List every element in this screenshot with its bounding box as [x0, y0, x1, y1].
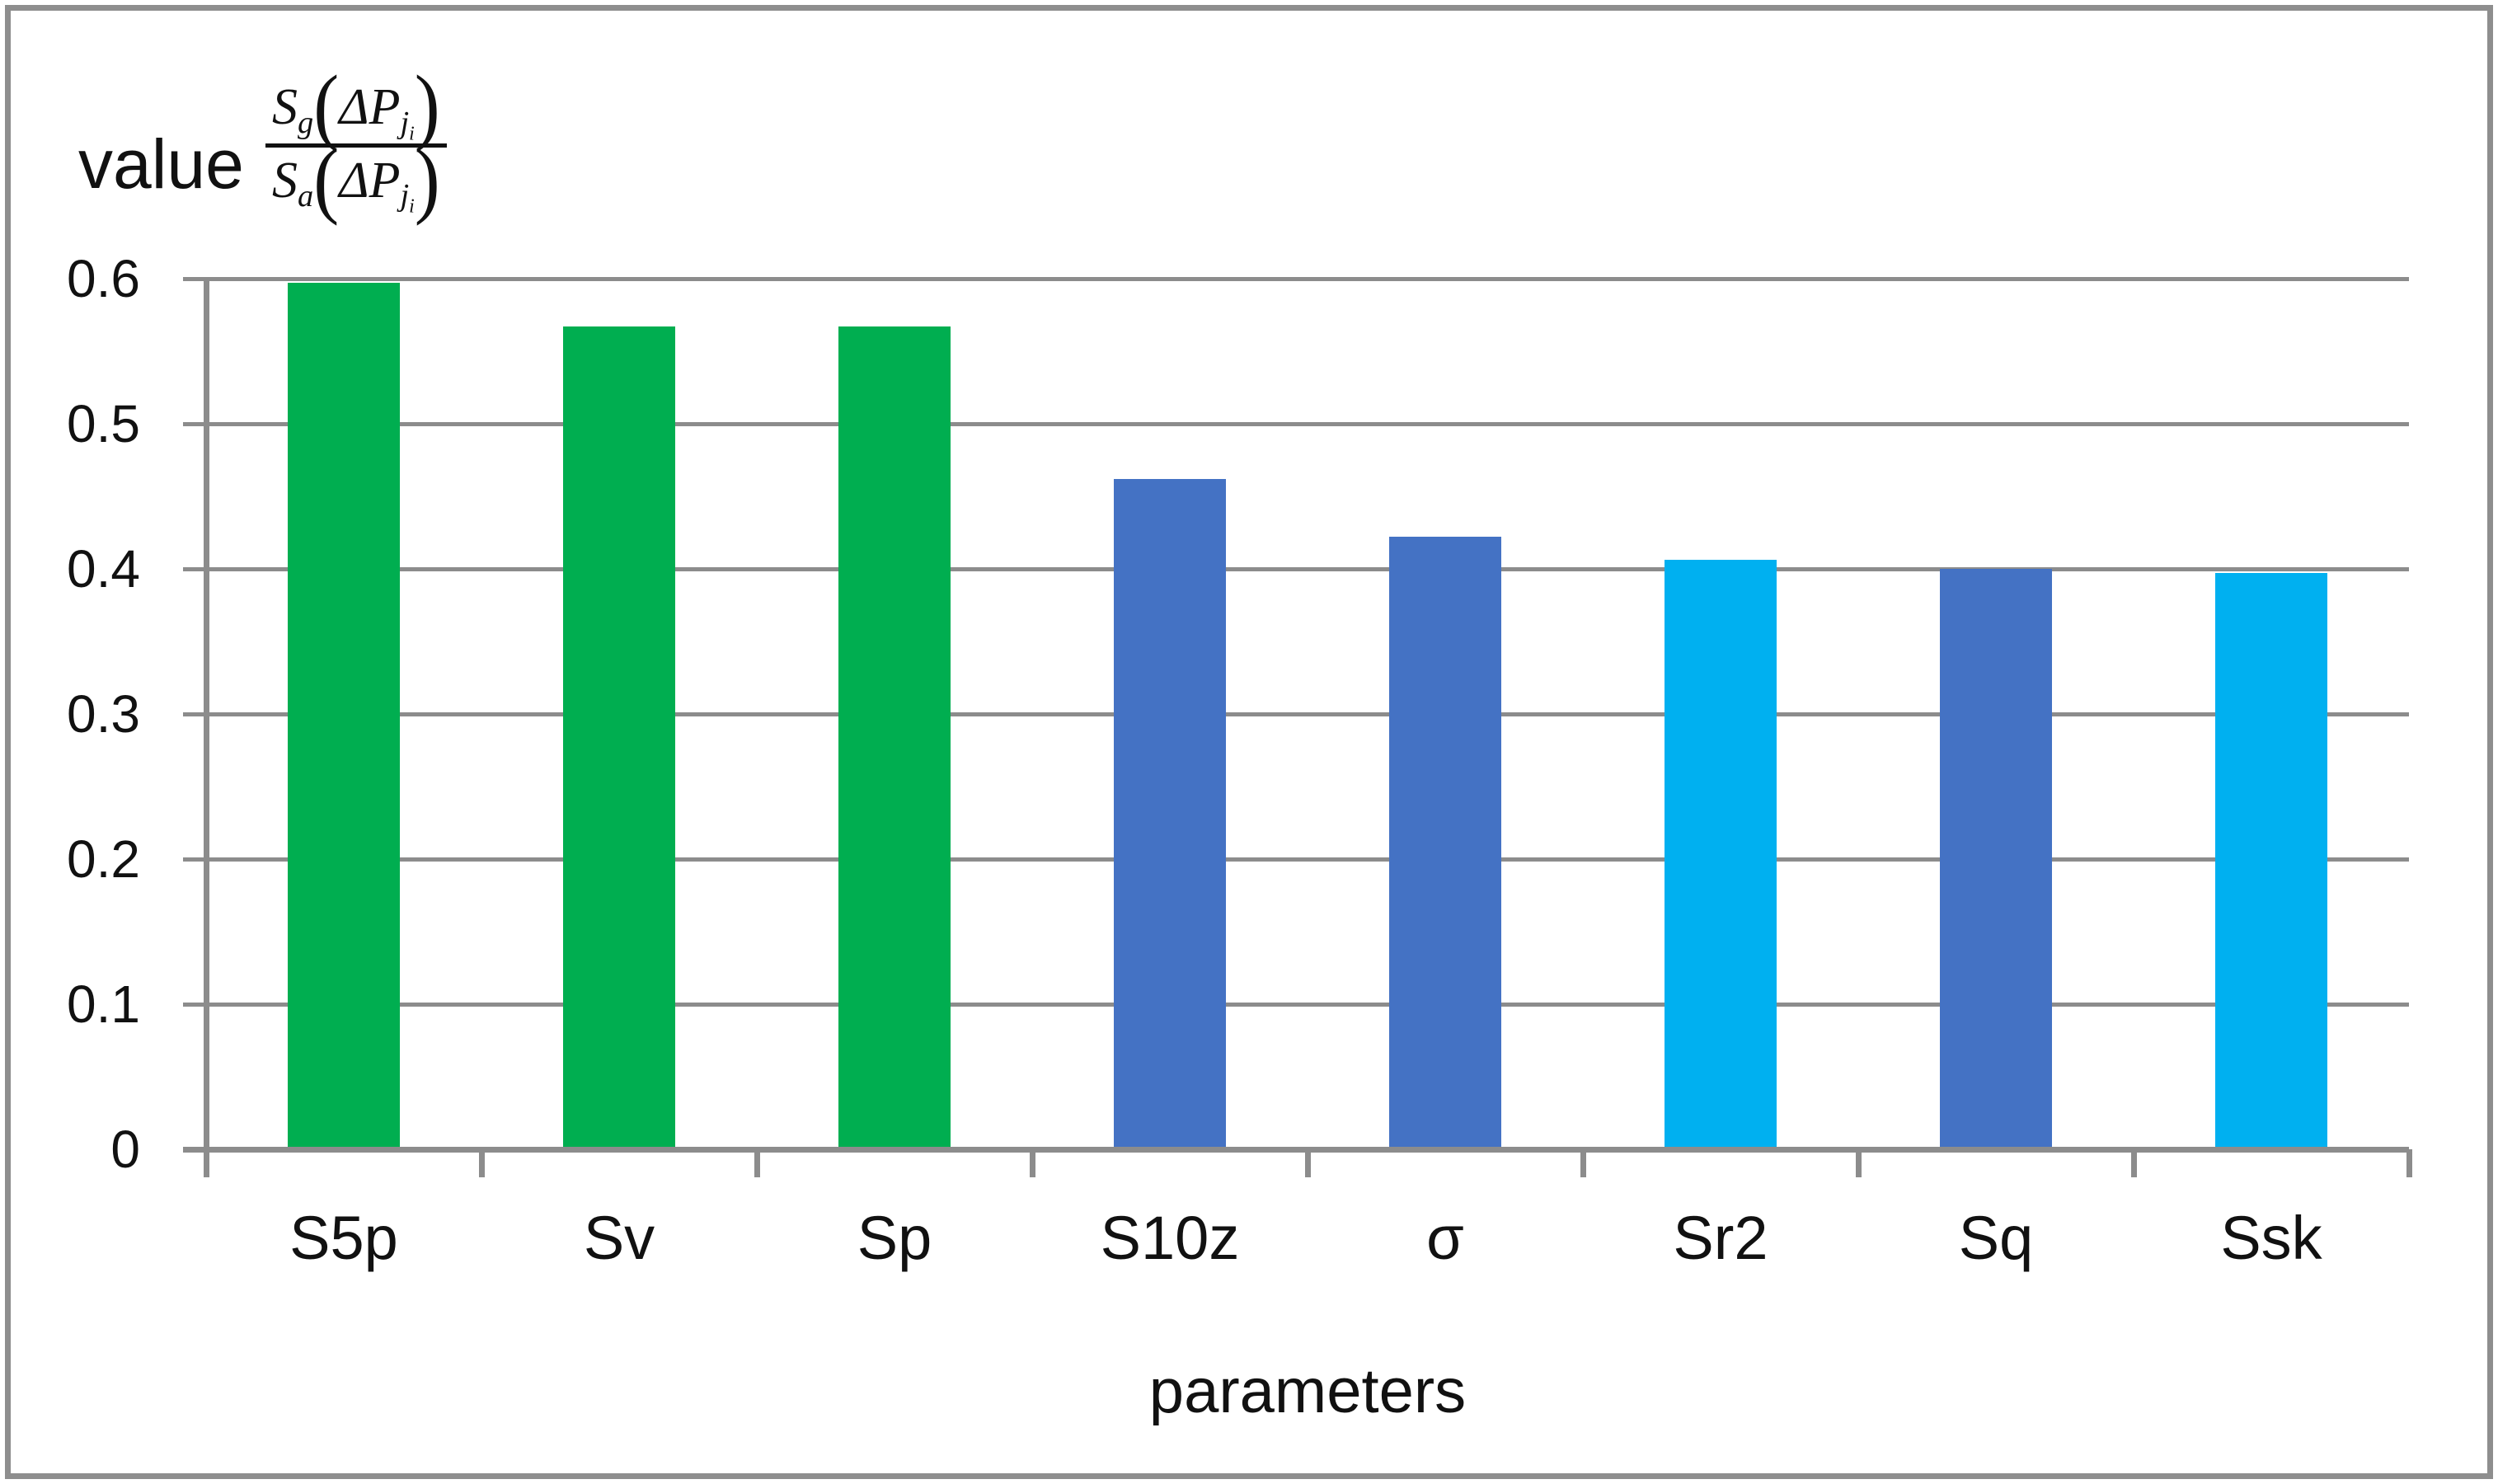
x-tick-label-Sr2: Sr2	[1673, 1204, 1768, 1272]
gridline-0.6	[183, 276, 2409, 281]
formula-arg-sub: j	[400, 105, 410, 140]
formula-den-sub: a	[298, 178, 314, 214]
gridline-0.4	[183, 566, 2409, 571]
x-axis-line	[183, 1146, 2409, 1153]
x-axis-title: parameters	[1148, 1356, 1467, 1426]
formula-arg: ΔP	[339, 152, 401, 209]
gridline-0.3	[183, 711, 2409, 716]
formula-denominator: Sa(ΔPji)	[272, 131, 440, 227]
y-axis-formula: Sg(ΔPji) Sa(ΔPji)	[265, 68, 447, 227]
formula-arg-sub: j	[400, 178, 410, 214]
gridline-0.5	[183, 421, 2409, 426]
formula-arg: ΔP	[339, 79, 401, 135]
y-axis-title: value	[78, 125, 244, 203]
x-tick-label-Sp: Sp	[857, 1204, 932, 1272]
bar-σ	[1389, 537, 1501, 1149]
formula-arg-subsub: i	[409, 123, 415, 145]
y-tick-label-0.3: 0.3	[67, 684, 140, 744]
formula-num-base: S	[272, 79, 298, 135]
y-tick-label-0.4: 0.4	[67, 539, 140, 599]
x-tick-label-S5p: S5p	[289, 1204, 398, 1272]
x-axis-tick-7	[2130, 1149, 2137, 1177]
y-tick-label-0.6: 0.6	[67, 249, 140, 308]
gridline-0.1	[183, 1002, 2409, 1007]
gridline-0.2	[183, 857, 2409, 862]
x-axis-tick-1	[478, 1149, 485, 1177]
bar-Sr2	[1665, 560, 1777, 1149]
formula-numerator: Sg(ΔPji)	[265, 68, 447, 148]
x-tick-label-Ssk: Ssk	[2220, 1204, 2322, 1272]
y-tick-label-0.2: 0.2	[67, 829, 140, 889]
bar-Sq	[1940, 569, 2052, 1149]
x-axis-tick-8	[2406, 1149, 2412, 1177]
x-tick-label-S10z: S10z	[1100, 1204, 1240, 1272]
formula-den-base: S	[272, 152, 298, 209]
bar-Sv	[563, 326, 675, 1149]
y-tick-label-0.5: 0.5	[67, 394, 140, 453]
y-tick-label-0.1: 0.1	[67, 974, 140, 1034]
bar-Ssk	[2215, 573, 2327, 1149]
bar-S10z	[1114, 478, 1226, 1149]
formula-num-sub: g	[298, 105, 314, 140]
x-axis-tick-4	[1304, 1149, 1311, 1177]
formula-arg-subsub: i	[409, 195, 415, 218]
y-tick-label-0: 0	[110, 1120, 140, 1179]
x-axis-tick-3	[1029, 1149, 1035, 1177]
bar-Sp	[838, 326, 951, 1149]
x-axis-tick-2	[754, 1149, 760, 1177]
x-axis-tick-5	[1580, 1149, 1586, 1177]
x-tick-label-σ: σ	[1426, 1204, 1464, 1272]
y-axis-line	[203, 279, 209, 1153]
chart-border	[5, 5, 2493, 1479]
formula-fraction: Sg(ΔPji) Sa(ΔPji)	[265, 68, 447, 227]
x-axis-tick-6	[1855, 1149, 1862, 1177]
x-tick-label-Sv: Sv	[583, 1204, 655, 1272]
x-axis-tick-0	[203, 1149, 209, 1177]
x-tick-label-Sq: Sq	[1958, 1204, 2034, 1272]
bar-S5p	[288, 283, 400, 1149]
